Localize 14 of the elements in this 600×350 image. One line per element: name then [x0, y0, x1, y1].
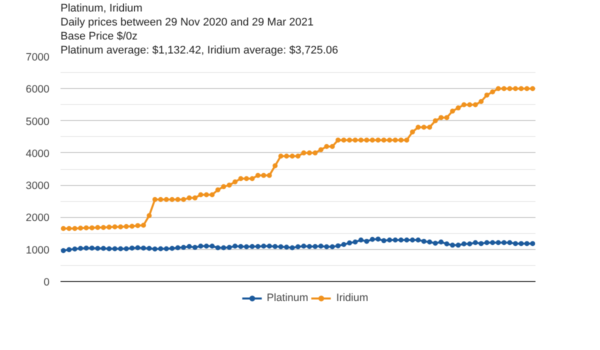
- y-tick-label: 1000: [26, 244, 50, 256]
- text: Base Price $/0z: [60, 30, 138, 42]
- legend-label: Iridium: [336, 292, 368, 304]
- annotation: Platinum average: $1,132.42, Iridium average: $3,725.06: [60, 44, 338, 56]
- y-tick-label: 4000: [26, 148, 50, 160]
- y-tick-label: 0: [44, 276, 50, 288]
- chart-subtitle: Daily prices between 29 Nov 2020 and 29 Mar 2021: [60, 16, 314, 28]
- chart-title: Platinum, Iridium: [60, 2, 142, 14]
- y-tick-label: 3000: [26, 180, 50, 192]
- y-tick-label: 7000: [26, 52, 50, 64]
- legend-label: Platinum: [266, 292, 308, 304]
- y-tick-label: 6000: [26, 84, 50, 96]
- y-tick-label: 2000: [26, 212, 50, 224]
- y-tick-label: 5000: [26, 116, 50, 128]
